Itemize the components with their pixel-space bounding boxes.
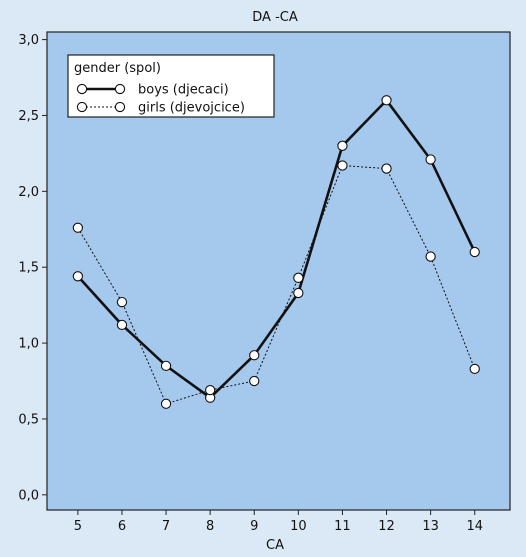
data-point-boys xyxy=(72,271,84,282)
x-tick-label: 12 xyxy=(378,519,395,534)
legend-title: gender (spol) xyxy=(74,61,161,76)
chart-title: DA -CA xyxy=(252,10,298,25)
data-point-girls xyxy=(249,375,260,387)
x-tick-label: 10 xyxy=(290,519,307,534)
data-point-girls xyxy=(160,398,172,409)
legend-swatch-marker xyxy=(114,101,126,113)
y-tick-label: 0,0 xyxy=(18,488,39,503)
legend-swatch-marker xyxy=(114,83,126,95)
x-tick-label: 9 xyxy=(250,519,258,534)
y-tick-label: 3,0 xyxy=(18,33,39,48)
x-axis: 5 6 7 8 9 10 11 12 13 14 xyxy=(74,510,483,534)
y-tick-label: 0,5 xyxy=(18,412,39,427)
series-line-girls xyxy=(77,164,476,405)
series-line-boys xyxy=(76,98,476,400)
x-tick-label: 6 xyxy=(118,519,126,534)
data-point-boys xyxy=(425,154,436,165)
data-point-boys xyxy=(249,350,260,361)
legend-entry-label: girls (djevojcice) xyxy=(138,101,245,116)
data-point-girls xyxy=(293,272,304,283)
x-axis-label: CA xyxy=(266,538,284,553)
data-point-girls xyxy=(205,384,216,396)
x-tick-label: 13 xyxy=(422,519,439,534)
legend-entry-label: boys (djecaci) xyxy=(138,83,229,98)
y-tick-label: 2,0 xyxy=(18,185,39,200)
series-layer xyxy=(72,95,480,409)
y-tick-label: 2,5 xyxy=(18,109,39,124)
data-point-girls xyxy=(381,163,392,174)
y-axis: 0,0 0,5 1,0 1,5 2,0 2,5 3,0 xyxy=(18,33,47,503)
data-point-boys xyxy=(469,246,480,258)
x-tick-label: 11 xyxy=(334,519,351,534)
x-tick-label: 8 xyxy=(206,519,214,534)
data-point-girls xyxy=(72,222,84,233)
data-point-boys xyxy=(116,319,128,331)
data-point-boys xyxy=(337,140,348,151)
x-tick-label: 5 xyxy=(74,519,82,534)
data-point-boys xyxy=(293,287,304,299)
y-tick-label: 1,5 xyxy=(18,261,39,276)
data-point-girls xyxy=(425,251,436,262)
legend: gender (spol) boys (djecaci) girls (djevoj… xyxy=(67,54,275,118)
data-point-boys xyxy=(160,360,172,371)
data-point-boys xyxy=(381,95,392,106)
data-point-girls xyxy=(116,296,128,308)
legend-swatch-marker xyxy=(76,83,88,95)
x-tick-label: 14 xyxy=(466,519,483,534)
data-point-girls xyxy=(469,363,480,375)
x-tick-label: 7 xyxy=(162,519,170,534)
data-point-girls xyxy=(337,160,348,171)
legend-swatch-marker xyxy=(76,101,88,113)
y-tick-label: 1,0 xyxy=(18,337,39,352)
